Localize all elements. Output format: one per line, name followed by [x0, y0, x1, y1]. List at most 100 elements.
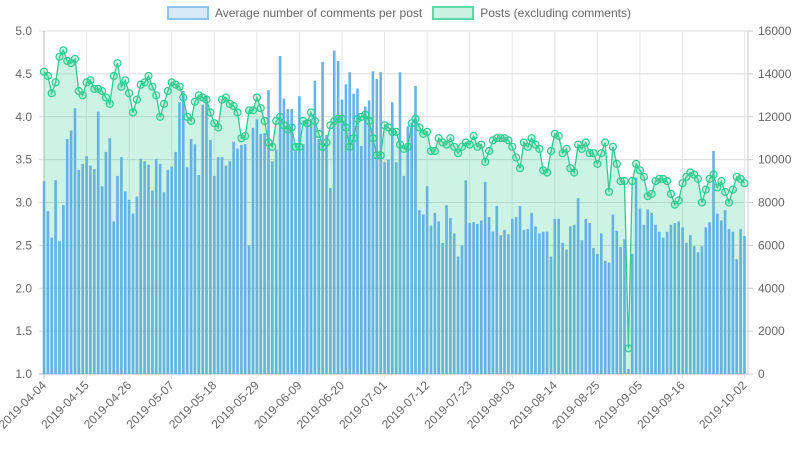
data-point [94, 84, 103, 94]
data-point [717, 177, 726, 186]
bar [518, 205, 522, 374]
bar [216, 157, 220, 374]
data-point [299, 116, 308, 126]
data-point [550, 129, 559, 138]
bar [271, 161, 274, 374]
data-point [554, 131, 563, 141]
bar [147, 164, 150, 374]
bar [673, 223, 677, 374]
bar [449, 217, 452, 374]
data-point [740, 179, 749, 188]
bar [414, 85, 417, 375]
left-axis-tick-label: 4.0 [15, 110, 32, 124]
chart-legend: Average number of comments per post Post… [0, 6, 798, 20]
data-point [523, 142, 532, 151]
bar [42, 181, 46, 374]
data-point [659, 174, 668, 183]
bar [425, 186, 429, 374]
bar [716, 213, 719, 374]
data-point [187, 116, 196, 126]
bar [367, 100, 371, 374]
data-point [361, 110, 370, 119]
data-point [392, 127, 401, 136]
data-point [639, 172, 649, 181]
data-point [314, 129, 323, 138]
bar [131, 213, 135, 374]
bar [174, 151, 177, 374]
bar [178, 102, 181, 374]
bar [472, 222, 475, 374]
left-axis-tick-label: 3.0 [15, 196, 32, 210]
bar [572, 224, 576, 374]
bar [309, 119, 313, 374]
bar [441, 242, 444, 374]
data-point [368, 134, 377, 143]
data-point [423, 127, 432, 136]
data-point [276, 112, 285, 121]
bar [197, 175, 201, 374]
data-point [438, 138, 447, 147]
bar-series-avg-comments [42, 50, 746, 375]
bar [553, 218, 557, 374]
bar [692, 246, 696, 374]
bar [483, 181, 487, 374]
data-point [504, 136, 513, 145]
data-point [674, 196, 683, 205]
bar [619, 247, 622, 374]
bar [433, 212, 437, 374]
data-point [450, 142, 459, 151]
data-point [570, 168, 579, 177]
bar [89, 165, 92, 374]
data-point [303, 119, 312, 128]
bar [213, 175, 216, 374]
bar [658, 231, 661, 374]
data-point [322, 138, 331, 147]
right-axis-tick-label: 10000 [758, 153, 792, 167]
right-axis-tick-label: 8000 [758, 196, 785, 210]
data-point [140, 78, 149, 87]
bar [151, 190, 154, 374]
bar [522, 229, 526, 374]
bar [162, 192, 166, 374]
data-point [252, 93, 261, 102]
legend-item-avg-comments[interactable]: Average number of comments per post [167, 6, 422, 20]
data-point [70, 54, 80, 64]
data-point [454, 149, 463, 158]
bar [124, 191, 127, 374]
bar [561, 242, 564, 374]
bar [96, 111, 100, 374]
data-point [481, 157, 490, 166]
data-point [125, 89, 134, 98]
data-point [697, 198, 707, 207]
bar [394, 162, 398, 374]
bar [538, 233, 541, 374]
bar [336, 61, 340, 374]
bar [689, 235, 692, 374]
left-axis-tick-label: 3.5 [15, 153, 32, 167]
bar [507, 234, 510, 374]
data-point [78, 91, 87, 100]
data-point [399, 144, 408, 153]
data-point [105, 99, 114, 109]
bar [526, 229, 530, 374]
bar [81, 163, 84, 374]
bar [247, 245, 251, 374]
bar [379, 72, 382, 374]
data-point [511, 153, 521, 162]
bar [77, 169, 81, 374]
bar [464, 180, 468, 374]
data-point [152, 91, 161, 100]
bar [712, 151, 715, 374]
data-point [341, 123, 350, 132]
bar [120, 157, 123, 374]
bar [116, 175, 119, 374]
bar [313, 80, 317, 374]
right-axis-tick-label: 6000 [758, 238, 785, 252]
bar [201, 104, 204, 374]
data-point [357, 112, 366, 121]
bar [654, 224, 657, 374]
legend-item-posts[interactable]: Posts (excluding comments) [432, 6, 631, 20]
bar [437, 221, 440, 374]
bar [391, 102, 394, 374]
bar [638, 208, 642, 374]
